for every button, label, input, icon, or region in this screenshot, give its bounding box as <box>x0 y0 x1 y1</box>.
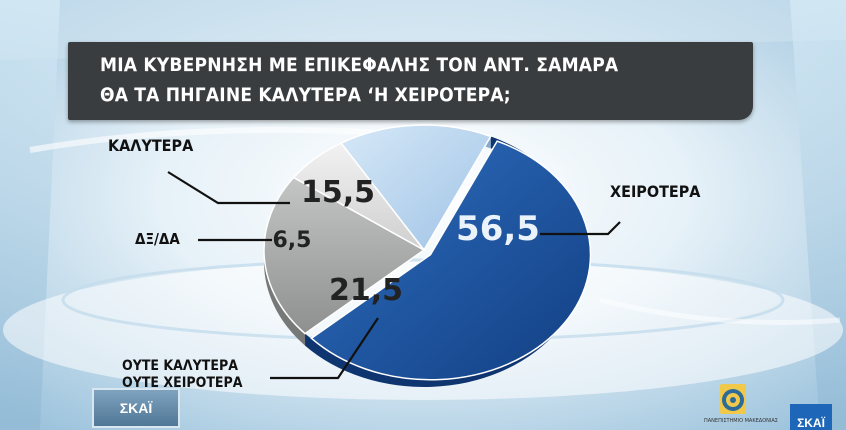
slice-better <box>340 124 492 252</box>
skai-corner-text: ΣΚΑΪ <box>797 416 825 430</box>
value-label-better: 15,5 <box>301 175 375 210</box>
slice-label-better: ΚΑΛΥΤΕΡΑ <box>108 136 194 155</box>
chart-title-line-2: ΘΑ ΤΑ ΠΗΓΑΙΝΕ ΚΑΛΥΤΕΡΑ ‘Η ΧΕΙΡΟΤΕΡΑ; <box>100 84 511 106</box>
slice-worse-side <box>305 136 584 387</box>
slice-label-neither-line-2: ΟΥΤΕ ΧΕΙΡΟΤΕΡΑ <box>122 375 243 391</box>
leader-worse <box>540 221 621 236</box>
slice-worse <box>310 140 592 381</box>
slice-neither-side <box>264 177 306 346</box>
title-bar: ΜΙΑ ΚΥΒΕΡΝΗΣΗ ΜΕ ΕΠΙΚΕΦΑΛΗΣ ΤΟΝ ΑΝΤ. ΣΑΜ… <box>68 42 753 120</box>
slice-neither <box>263 176 426 335</box>
university-name: ΠΑΝΕΠΙΣΤΗΜΙΟ ΜΑΚΕΔΟΝΙΑΣ <box>704 418 778 424</box>
slice-label-dk-na: ΔΞ/ΔΑ <box>135 230 180 248</box>
value-label-dk-na: 6,5 <box>273 228 312 253</box>
slice-label-worse: ΧΕΙΡΟΤΕΡΑ <box>610 182 701 201</box>
skai-logo-box: ΣΚΑΪ <box>92 388 180 428</box>
slice-label-neither-line-1: ΟΥΤΕ ΚΑΛΥΤΕΡΑ <box>122 358 238 374</box>
skai-corner-logo: ΣΚΑΪ <box>790 404 832 430</box>
leader-neither <box>270 317 379 380</box>
chart-title-line-1: ΜΙΑ ΚΥΒΕΡΝΗΣΗ ΜΕ ΕΠΙΚΕΦΑΛΗΣ ΤΟΝ ΑΝΤ. ΣΑΜ… <box>100 54 619 76</box>
skai-logo-text: ΣΚΑΪ <box>119 400 153 416</box>
university-logo <box>720 384 746 414</box>
value-label-worse: 56,5 <box>456 209 540 249</box>
value-label-neither: 21,5 <box>329 273 403 308</box>
leader-better <box>167 171 290 205</box>
